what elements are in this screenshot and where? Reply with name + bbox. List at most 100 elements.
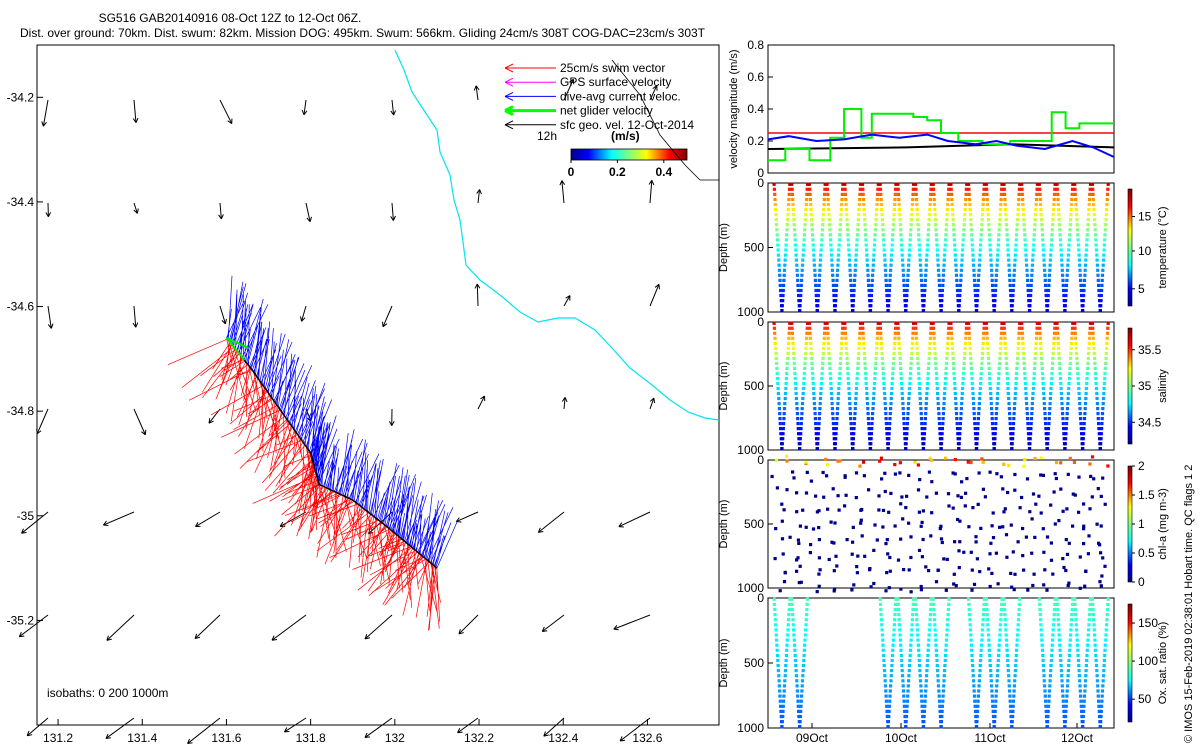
profile-point <box>782 689 786 693</box>
profile-point <box>1088 331 1092 335</box>
profile-point <box>837 508 841 512</box>
profile-point <box>803 361 807 365</box>
profile-point <box>839 351 843 355</box>
profile-point <box>1030 517 1034 521</box>
profile-point <box>851 540 855 544</box>
profile-point <box>977 273 981 277</box>
profile-point <box>1065 552 1070 556</box>
profile-point <box>1057 633 1061 637</box>
profile-point <box>927 218 931 222</box>
profile-point <box>828 233 832 237</box>
isobath-note: isobaths: 0 200 1000m <box>47 686 168 700</box>
profile-point <box>1021 197 1025 202</box>
profile-point <box>1040 366 1044 370</box>
profile-point <box>795 684 799 688</box>
profile-point <box>1060 268 1064 272</box>
surface-vector <box>541 614 565 632</box>
profile-point <box>827 208 831 212</box>
profile-point <box>773 557 777 561</box>
profile-point <box>864 243 868 247</box>
profile-point <box>1082 694 1087 698</box>
profile-point <box>1024 396 1028 401</box>
profile-point <box>822 341 826 345</box>
profile-point <box>1079 417 1083 421</box>
profile-point <box>957 442 961 446</box>
profile-point <box>1020 321 1024 325</box>
profile-point <box>968 213 973 217</box>
profile-point <box>878 602 883 606</box>
profile-point <box>834 288 838 293</box>
profile-point <box>994 273 998 277</box>
profile-point <box>989 263 993 267</box>
profile-point <box>919 268 923 272</box>
profile-point <box>1082 283 1086 287</box>
map-x-tick-label: 132 <box>385 731 405 745</box>
profile-point <box>1096 689 1100 693</box>
profile-point <box>782 580 787 584</box>
profile-point <box>1025 407 1029 411</box>
profile-point <box>1082 293 1086 298</box>
profile-point <box>1059 669 1063 673</box>
profile-point <box>888 422 892 426</box>
profile-point <box>999 197 1003 202</box>
profile-point <box>1104 213 1108 217</box>
profile-point <box>1100 689 1105 693</box>
profile-point <box>1099 299 1103 303</box>
time-tick-label: 12Oct <box>1061 731 1094 745</box>
profile-point <box>947 504 951 508</box>
profile-point <box>1015 233 1019 237</box>
profile-point <box>961 248 965 252</box>
profile-point <box>1057 519 1061 523</box>
profile-point <box>951 218 955 222</box>
profile-point <box>900 381 904 386</box>
profile-point <box>1016 208 1020 212</box>
profile-point <box>1055 326 1059 330</box>
profile-point <box>835 564 839 568</box>
profile-point <box>1088 187 1092 191</box>
profile-point <box>1058 238 1063 242</box>
profile-point <box>975 304 979 308</box>
profile-point <box>885 288 889 293</box>
profile-point <box>1065 684 1070 688</box>
profile-point <box>992 447 996 451</box>
profile-point <box>872 386 876 391</box>
profile-point <box>898 213 902 217</box>
surface-vector-head <box>45 212 52 218</box>
profile-point <box>972 263 976 267</box>
profile-point <box>781 293 785 298</box>
profile-point <box>997 653 1001 657</box>
profile-point <box>1043 412 1047 416</box>
profile-point <box>852 427 856 431</box>
profile-point <box>1073 597 1077 601</box>
profile-point <box>993 299 997 303</box>
profile-point <box>901 684 905 688</box>
profile-point <box>1005 555 1009 559</box>
profile-point <box>865 258 869 262</box>
profile-point <box>1014 248 1018 252</box>
profile-point <box>1083 407 1087 411</box>
profile-point <box>890 658 894 663</box>
profile-point <box>858 187 862 191</box>
profile-point <box>875 202 879 207</box>
profile-point <box>822 208 826 212</box>
profile-point <box>780 725 784 729</box>
profile-point <box>993 427 998 431</box>
profile-point <box>851 299 855 303</box>
profile-point <box>1105 202 1109 207</box>
surface-vector-head <box>271 635 278 641</box>
profile-point <box>1016 202 1021 207</box>
profile-point <box>1041 381 1045 386</box>
profile-point <box>934 648 938 652</box>
profile-point <box>989 669 993 673</box>
profile-point <box>998 525 1002 529</box>
profile-point <box>945 218 949 222</box>
profile-point <box>989 253 993 257</box>
profile-point <box>1002 510 1006 514</box>
profile-point <box>989 541 993 545</box>
profile-point <box>875 208 879 212</box>
profile-point <box>1091 607 1095 612</box>
profile-point <box>886 442 891 446</box>
profile-point <box>922 304 926 308</box>
profile-point <box>848 412 852 416</box>
profile-point <box>995 263 999 267</box>
